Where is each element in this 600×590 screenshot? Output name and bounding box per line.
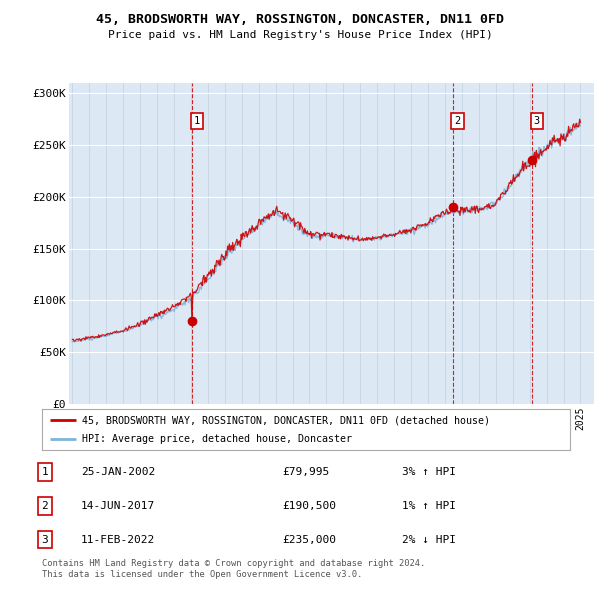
Text: Contains HM Land Registry data © Crown copyright and database right 2024.
This d: Contains HM Land Registry data © Crown c… bbox=[42, 559, 425, 579]
Text: HPI: Average price, detached house, Doncaster: HPI: Average price, detached house, Donc… bbox=[82, 434, 352, 444]
Text: 3: 3 bbox=[41, 535, 49, 545]
Text: £190,500: £190,500 bbox=[282, 501, 336, 511]
Text: £79,995: £79,995 bbox=[282, 467, 329, 477]
Text: 3: 3 bbox=[533, 116, 540, 126]
Text: 45, BRODSWORTH WAY, ROSSINGTON, DONCASTER, DN11 0FD: 45, BRODSWORTH WAY, ROSSINGTON, DONCASTE… bbox=[96, 13, 504, 26]
Text: 2% ↓ HPI: 2% ↓ HPI bbox=[402, 535, 456, 545]
Text: 1% ↑ HPI: 1% ↑ HPI bbox=[402, 501, 456, 511]
Text: 2: 2 bbox=[41, 501, 49, 511]
Text: 45, BRODSWORTH WAY, ROSSINGTON, DONCASTER, DN11 0FD (detached house): 45, BRODSWORTH WAY, ROSSINGTON, DONCASTE… bbox=[82, 415, 490, 425]
Text: Price paid vs. HM Land Registry's House Price Index (HPI): Price paid vs. HM Land Registry's House … bbox=[107, 30, 493, 40]
Text: 1: 1 bbox=[41, 467, 49, 477]
Text: 11-FEB-2022: 11-FEB-2022 bbox=[81, 535, 155, 545]
Text: 14-JUN-2017: 14-JUN-2017 bbox=[81, 501, 155, 511]
Text: £235,000: £235,000 bbox=[282, 535, 336, 545]
Text: 1: 1 bbox=[194, 116, 200, 126]
Text: 25-JAN-2002: 25-JAN-2002 bbox=[81, 467, 155, 477]
Text: 2: 2 bbox=[455, 116, 461, 126]
Text: 3% ↑ HPI: 3% ↑ HPI bbox=[402, 467, 456, 477]
